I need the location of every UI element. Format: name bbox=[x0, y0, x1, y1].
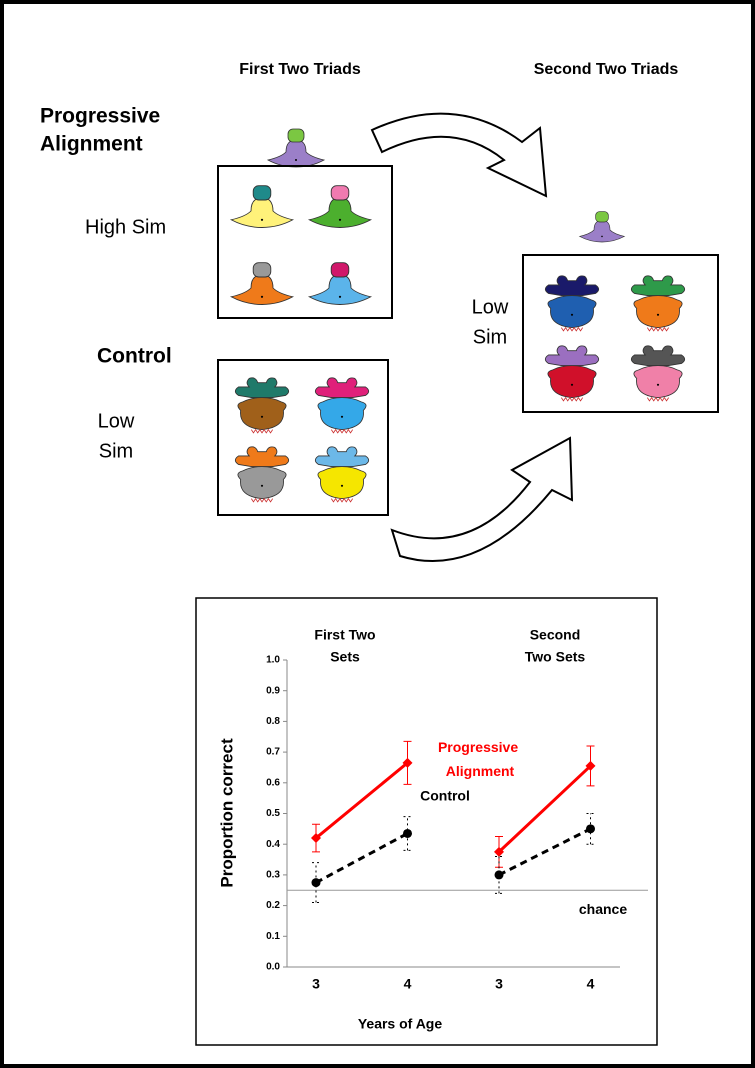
y-tick-label: 0.6 bbox=[266, 777, 280, 788]
sim-label: High Sim bbox=[85, 216, 166, 238]
sim-label: Low bbox=[472, 296, 509, 318]
y-tick-label: 0.0 bbox=[266, 962, 280, 973]
x-tick-label: 3 bbox=[495, 976, 503, 992]
y-axis-label: Proportion correct bbox=[217, 738, 236, 888]
panel-title: Sets bbox=[330, 649, 360, 665]
sim-label: Low bbox=[98, 410, 135, 432]
y-tick-label: 0.2 bbox=[266, 900, 280, 911]
header: First Two Triads bbox=[239, 61, 361, 78]
panel-title: Two Sets bbox=[525, 649, 586, 665]
y-tick-label: 0.8 bbox=[266, 716, 280, 727]
y-tick-label: 0.3 bbox=[266, 870, 280, 881]
condition-label: Alignment bbox=[40, 133, 143, 156]
page: {"diagram": { "left_header": "First Two … bbox=[0, 0, 755, 1068]
series-label: Control bbox=[420, 788, 470, 804]
marker bbox=[586, 824, 595, 833]
marker bbox=[403, 829, 412, 838]
y-tick-label: 0.4 bbox=[266, 839, 280, 850]
y-tick-label: 0.7 bbox=[266, 747, 280, 758]
reference-label: chance bbox=[579, 901, 627, 917]
y-tick-label: 0.5 bbox=[266, 808, 280, 819]
y-tick-label: 1.0 bbox=[266, 655, 280, 666]
y-tick-label: 0.1 bbox=[266, 931, 280, 942]
condition-label: Control bbox=[97, 345, 172, 368]
x-axis-label: Years of Age bbox=[358, 1016, 443, 1032]
y-tick-label: 0.9 bbox=[266, 685, 280, 696]
marker bbox=[312, 878, 321, 887]
condition-label: Progressive bbox=[40, 105, 160, 128]
sim-label: Sim bbox=[99, 440, 133, 462]
sim-label: Sim bbox=[473, 326, 507, 348]
marker bbox=[495, 870, 504, 879]
x-tick-label: 4 bbox=[404, 976, 412, 992]
panel-title: First Two bbox=[314, 627, 375, 643]
figure: First Two Triads Second Two Triads Progr… bbox=[0, 0, 755, 1068]
x-tick-label: 3 bbox=[312, 976, 320, 992]
x-tick-label: 4 bbox=[587, 976, 595, 992]
panel-title: Second bbox=[530, 627, 581, 643]
header: Second Two Triads bbox=[534, 61, 679, 78]
